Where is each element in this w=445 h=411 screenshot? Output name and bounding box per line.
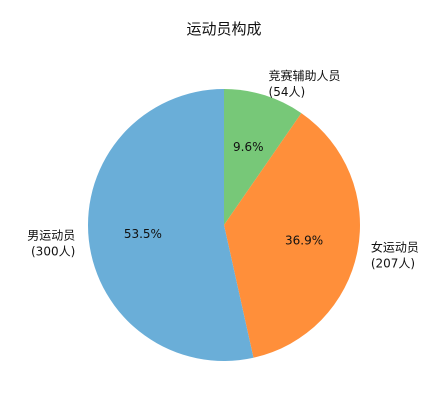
- slice-name-label: 男运动员: [27, 228, 75, 242]
- slice-name-label: 竞赛辅助人员: [269, 68, 341, 83]
- slice-percent-label: 36.9%: [285, 234, 323, 248]
- slice-percent-label: 9.6%: [233, 140, 264, 154]
- pie-slice-0: [224, 89, 302, 225]
- pie-slice-1: [224, 113, 360, 358]
- slice-count-label: (207人): [371, 257, 415, 271]
- slice-count-label: (300人): [31, 244, 75, 258]
- slice-percent-label: 53.5%: [124, 227, 162, 241]
- slice-name-label: 女运动员: [371, 240, 419, 255]
- pie-labels: 9.6% 竞赛辅助人员 (54人) 36.9% 女运动员 (207人) 53.5% 男运动员 (…: [27, 68, 419, 271]
- pie-slices: [87, 89, 360, 361]
- chart-title: 运动员构成: [186, 20, 261, 38]
- slice-count-label: (54人): [269, 85, 306, 99]
- pie-slice-2: [87, 89, 254, 361]
